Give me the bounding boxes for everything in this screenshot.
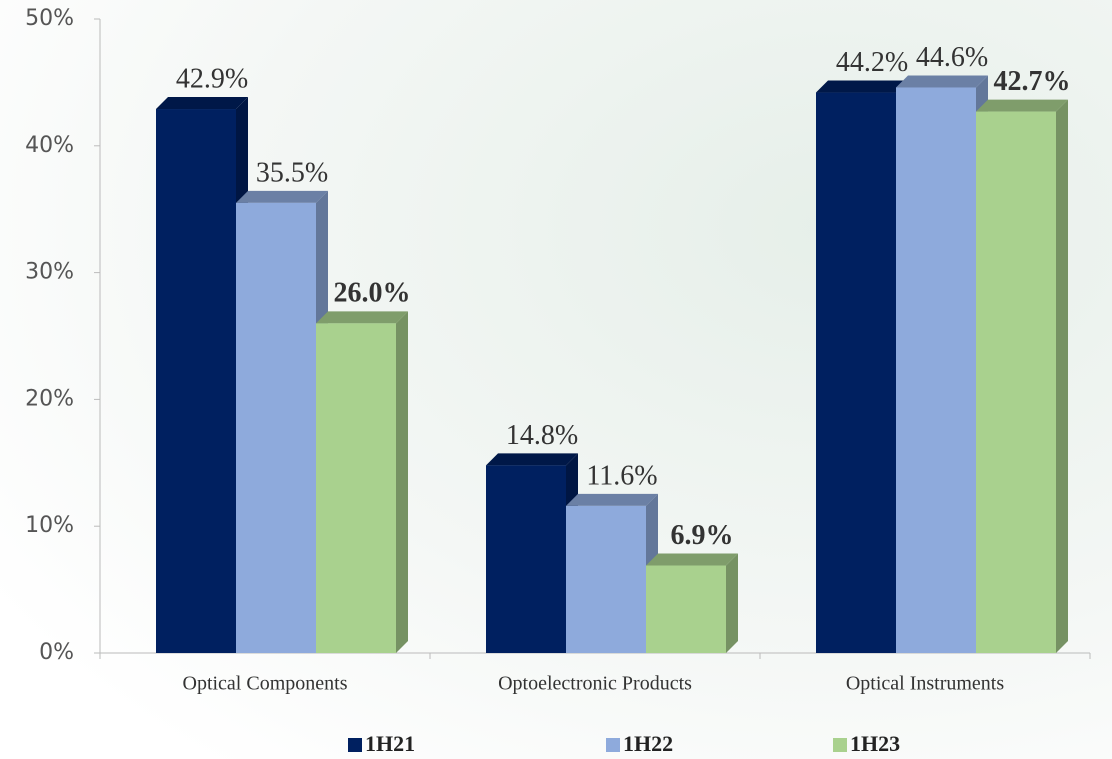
- x-tick-label: Optoelectronic Products: [498, 673, 692, 695]
- bar-top: [816, 80, 908, 93]
- value-label: 26.0%: [334, 278, 411, 309]
- value-label: 42.7%: [994, 66, 1071, 97]
- legend-label: 1H22: [623, 731, 673, 756]
- bar: [896, 87, 976, 654]
- bar-side: [726, 553, 738, 653]
- legend-label: 1H23: [850, 731, 900, 756]
- bar: [646, 565, 726, 653]
- bar-side: [396, 311, 408, 653]
- value-label: 35.5%: [256, 157, 328, 188]
- bar-top: [236, 190, 328, 203]
- bar: [316, 323, 396, 653]
- bar: [156, 109, 236, 653]
- bar-top: [976, 99, 1068, 112]
- bar-top: [566, 493, 658, 506]
- legend-swatch: [348, 738, 362, 752]
- y-tick-label: 10%: [25, 513, 74, 538]
- bar-top: [156, 97, 248, 110]
- legend-label: 1H21: [365, 731, 415, 756]
- bar-top: [316, 311, 408, 324]
- x-tick-label: Optical Instruments: [846, 673, 1005, 695]
- bar: [236, 202, 316, 654]
- bar: [816, 92, 896, 653]
- value-label: 14.8%: [506, 420, 578, 451]
- value-label: 11.6%: [586, 460, 657, 491]
- value-label: 42.9%: [176, 63, 248, 94]
- bar-top: [896, 75, 988, 88]
- bar-top: [486, 453, 578, 466]
- value-label: 44.6%: [916, 42, 988, 73]
- y-tick-label: 0%: [39, 640, 74, 665]
- value-label: 6.9%: [671, 520, 734, 551]
- y-tick-label: 20%: [25, 386, 74, 411]
- bar-top: [646, 553, 738, 566]
- legend-swatch: [833, 738, 847, 752]
- value-label: 44.2%: [836, 47, 908, 78]
- y-tick-label: 50%: [25, 6, 74, 31]
- bar: [566, 505, 646, 653]
- x-tick-label: Optical Components: [183, 673, 348, 695]
- bar-side: [1056, 99, 1068, 653]
- y-tick-label: 30%: [25, 260, 74, 285]
- bar: [976, 111, 1056, 653]
- y-tick-label: 40%: [25, 133, 74, 158]
- legend-swatch: [606, 738, 620, 752]
- bar: [486, 465, 566, 653]
